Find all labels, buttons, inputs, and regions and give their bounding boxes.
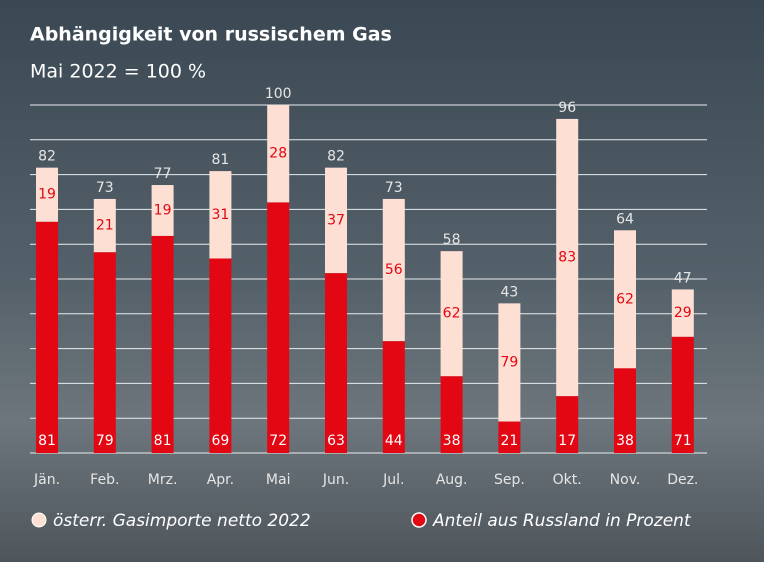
share-label: 44 [385, 433, 403, 449]
x-tick-label: Jun. [322, 472, 349, 488]
total-label: 73 [96, 180, 114, 196]
legend-label: österr. Gasimporte netto 2022 [53, 511, 311, 531]
total-label: 96 [558, 100, 576, 116]
x-tick-label: Apr. [207, 472, 234, 488]
total-label: 77 [154, 166, 172, 182]
share-label: 19 [154, 202, 172, 218]
x-tick-label: Feb. [90, 472, 119, 488]
chart-subtitle: Mai 2022 = 100 % [30, 61, 206, 83]
share-label: 81 [38, 433, 56, 449]
bar-segment [498, 303, 521, 422]
total-label: 82 [38, 149, 56, 165]
share-label: 19 [38, 187, 56, 203]
share-label: 31 [211, 207, 229, 223]
share-label: 72 [269, 433, 287, 449]
bar-segment [671, 289, 694, 337]
bar-segment [556, 118, 579, 397]
share-label: 38 [443, 433, 461, 449]
total-label: 64 [616, 211, 634, 227]
x-tick-label: Mrz. [148, 472, 178, 488]
bar-segment [325, 167, 347, 274]
bar-segment [440, 376, 463, 453]
bar-segment [151, 185, 174, 236]
x-tick-label: Mai [266, 472, 291, 488]
bar-segment [382, 341, 405, 453]
share-label: 81 [154, 433, 172, 449]
total-label: 73 [385, 180, 403, 196]
plot: Jän. 82 19 81 Feb. 73 21 79 Mrz. 77 19 81 Apr. 81 31 69… [30, 86, 707, 488]
share-label: 56 [385, 262, 403, 278]
bar-segment [209, 258, 232, 453]
total-label: 58 [443, 232, 461, 248]
share-label: 79 [500, 354, 518, 370]
x-tick-label: Aug. [436, 472, 468, 488]
share-label: 83 [558, 250, 576, 266]
total-label: 100 [265, 86, 292, 102]
x-tick-label: Nov. [610, 472, 641, 488]
bar-segment [440, 251, 463, 377]
bar-segment [382, 198, 405, 342]
bar-segment [36, 167, 58, 222]
share-label: 38 [616, 433, 634, 449]
total-label: 82 [327, 149, 345, 165]
x-tick-label: Okt. [553, 472, 582, 488]
legend-swatch [411, 512, 427, 528]
share-label: 29 [674, 305, 692, 321]
x-tick-label: Dez. [667, 472, 698, 488]
bar-segment [325, 273, 347, 453]
bar-segment [267, 105, 290, 203]
bar-segment [671, 336, 694, 453]
bar-segment [498, 421, 521, 453]
bar-segment [209, 171, 232, 259]
total-label: 47 [674, 270, 692, 286]
total-label: 81 [211, 152, 229, 168]
bar-segment [614, 230, 636, 369]
share-label: 71 [674, 433, 692, 449]
bar-segment [151, 235, 174, 453]
share-label: 17 [558, 433, 576, 449]
total-label: 43 [500, 284, 518, 300]
share-label: 69 [211, 433, 229, 449]
x-tick-label: Jän. [33, 472, 60, 488]
x-tick-label: Sep. [494, 472, 525, 488]
share-label: 79 [96, 433, 114, 449]
bar-segment [93, 252, 116, 453]
share-label: 63 [327, 433, 345, 449]
share-label: 62 [616, 291, 634, 307]
bar-segment [556, 396, 579, 453]
share-label: 21 [96, 218, 114, 234]
bar-segment [93, 198, 116, 253]
bar-segment [614, 368, 636, 453]
chart-title: Abhängigkeit von russischem Gas [30, 24, 392, 46]
bar-segment [267, 202, 290, 453]
share-label: 21 [500, 433, 518, 449]
share-label: 37 [327, 212, 345, 228]
bar-segment [36, 221, 58, 453]
legend-label: Anteil aus Russland in Prozent [432, 511, 692, 531]
legend-swatch [31, 512, 47, 528]
share-label: 62 [443, 306, 461, 322]
share-label: 28 [269, 146, 287, 162]
x-tick-label: Jul. [382, 472, 404, 488]
